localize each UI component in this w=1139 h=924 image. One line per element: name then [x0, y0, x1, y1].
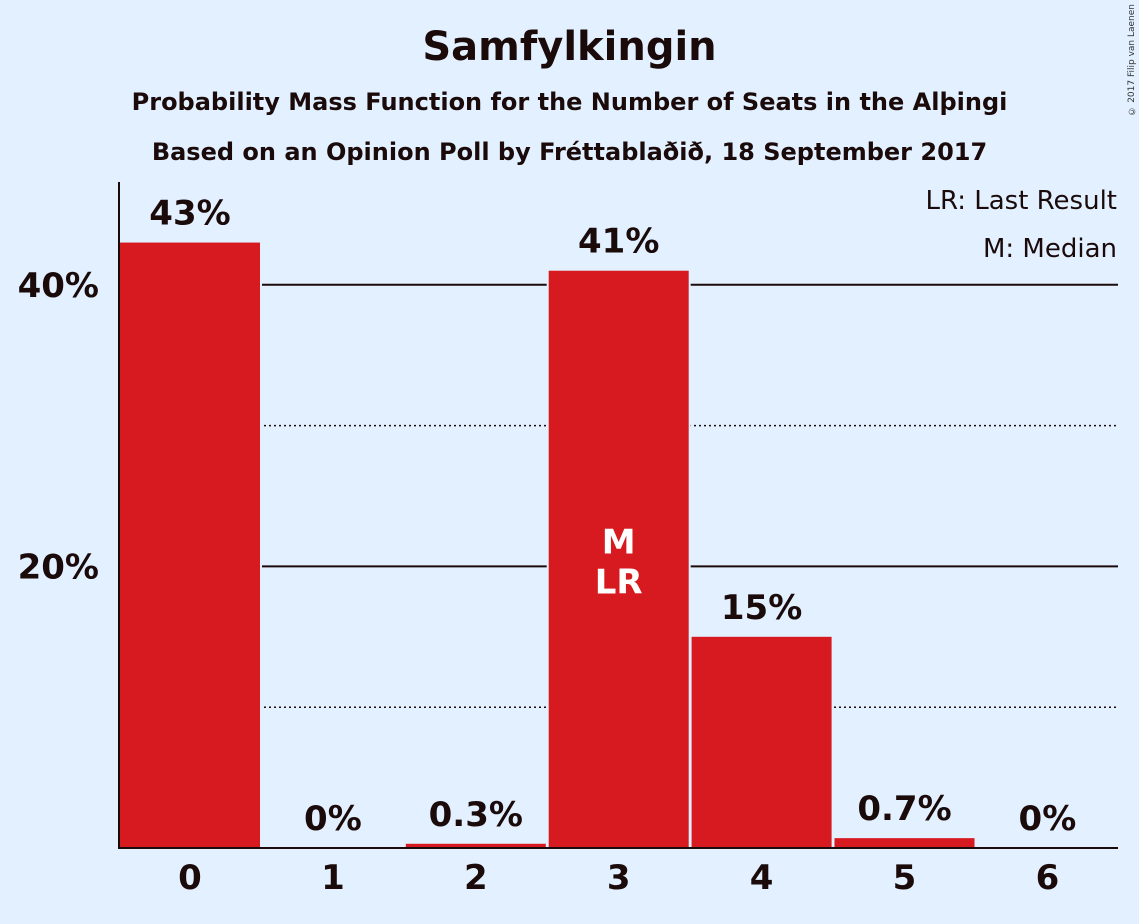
- x-tick-label: 4: [750, 858, 774, 898]
- data-labels: 43% 0% 0.3% 41% 15% 0.7% 0% MLR: [149, 194, 1076, 839]
- data-label: 0.3%: [429, 795, 523, 835]
- y-tick-label: 40%: [18, 266, 99, 306]
- chart-subtitle: Probability Mass Function for the Number…: [131, 88, 1008, 116]
- bars: [118, 240, 977, 849]
- bar-3: [548, 270, 689, 849]
- bar-2: [405, 843, 546, 848]
- x-tick-label: 5: [893, 858, 917, 898]
- bar-5: [834, 838, 975, 848]
- legend-median: M: Median: [983, 234, 1117, 264]
- x-tick-label: 3: [607, 858, 631, 898]
- legend-last-result: LR: Last Result: [925, 186, 1117, 216]
- data-label: 43%: [149, 194, 230, 234]
- chart-title: Samfylkingin: [422, 24, 717, 70]
- data-label: 41%: [578, 222, 659, 262]
- bar-0: [120, 242, 260, 848]
- data-label: 0.7%: [857, 789, 951, 829]
- x-tick-label: 0: [178, 858, 202, 898]
- axes: 20% 40% 0 1 2 3 4 5 6: [18, 182, 1118, 898]
- x-tick-label: 2: [464, 858, 488, 898]
- data-label: 0%: [304, 799, 362, 839]
- bar-annotation-m: M: [602, 522, 636, 562]
- x-tick-label: 6: [1036, 858, 1060, 898]
- y-tick-label: 20%: [18, 547, 99, 587]
- bar-4: [691, 636, 832, 848]
- chart-source-subtitle: Based on an Opinion Poll by Fréttablaðið…: [151, 138, 988, 166]
- data-label: 15%: [721, 588, 802, 628]
- x-tick-label: 1: [321, 858, 345, 898]
- bar-annotation-lr: LR: [595, 562, 643, 602]
- data-label: 0%: [1019, 799, 1077, 839]
